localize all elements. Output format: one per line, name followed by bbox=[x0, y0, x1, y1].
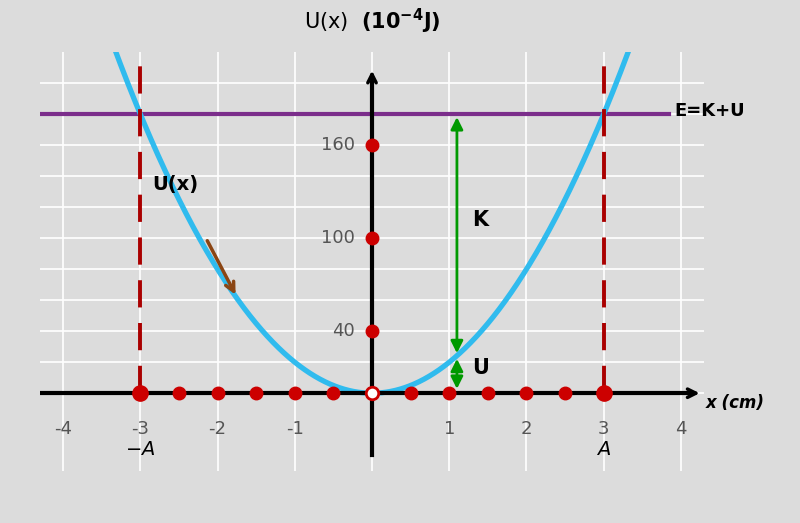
Text: E=K+U: E=K+U bbox=[674, 102, 746, 120]
Text: -4: -4 bbox=[54, 419, 72, 438]
Text: U: U bbox=[472, 358, 490, 379]
Text: K: K bbox=[472, 210, 489, 230]
Text: 2: 2 bbox=[521, 419, 532, 438]
Text: -3: -3 bbox=[131, 419, 150, 438]
Text: 4: 4 bbox=[675, 419, 686, 438]
Text: -2: -2 bbox=[209, 419, 226, 438]
Text: -1: -1 bbox=[286, 419, 304, 438]
Text: $-A$: $-A$ bbox=[126, 440, 155, 459]
Text: 40: 40 bbox=[332, 322, 355, 340]
Text: 100: 100 bbox=[321, 229, 355, 247]
Text: U(x)  $\mathbf{(10^{-4}J)}$: U(x) $\mathbf{(10^{-4}J)}$ bbox=[304, 6, 440, 36]
Text: 3: 3 bbox=[598, 419, 610, 438]
Text: 160: 160 bbox=[321, 137, 355, 154]
Text: 1: 1 bbox=[443, 419, 455, 438]
Text: U(x): U(x) bbox=[152, 175, 198, 194]
Text: x (cm): x (cm) bbox=[706, 393, 765, 412]
Text: $A$: $A$ bbox=[596, 440, 611, 459]
